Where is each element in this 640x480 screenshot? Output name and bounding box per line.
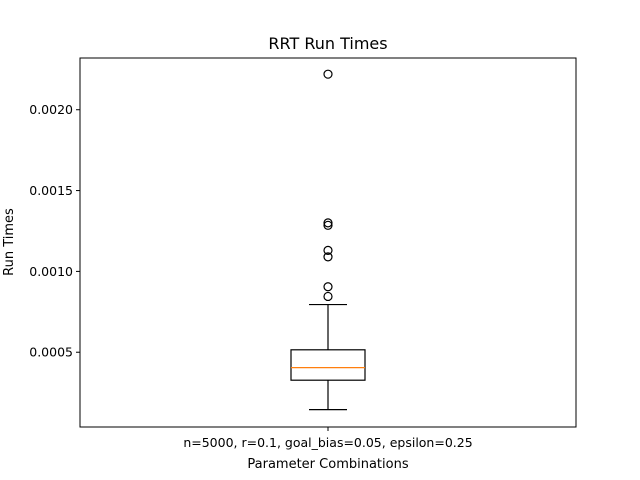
outlier-point — [323, 252, 333, 262]
outlier-point — [323, 282, 333, 292]
outlier-point — [323, 218, 333, 228]
plot-area — [79, 57, 577, 428]
x-axis: n=5000, r=0.1, goal_bias=0.05, epsilon=0… — [183, 427, 473, 450]
box-series — [290, 69, 366, 411]
outlier-point — [323, 245, 333, 255]
y-axis-label: Run Times — [2, 208, 17, 276]
outlier-point — [323, 69, 333, 79]
y-tick-label: 0.0005 — [29, 345, 73, 360]
iqr-box — [290, 349, 366, 381]
x-axis-label: Parameter Combinations — [247, 457, 408, 472]
outlier-point — [323, 220, 333, 230]
y-tick-label: 0.0015 — [29, 183, 73, 198]
y-tick-label: 0.0020 — [29, 102, 73, 117]
y-tick-label: 0.0010 — [29, 264, 73, 279]
y-axis: 0.0005 0.0010 0.0015 0.0020 — [29, 102, 80, 360]
x-tick-label: n=5000, r=0.1, goal_bias=0.05, epsilon=0… — [183, 435, 472, 450]
chart-title: RRT Run Times — [268, 34, 387, 53]
outlier-point — [323, 291, 333, 302]
